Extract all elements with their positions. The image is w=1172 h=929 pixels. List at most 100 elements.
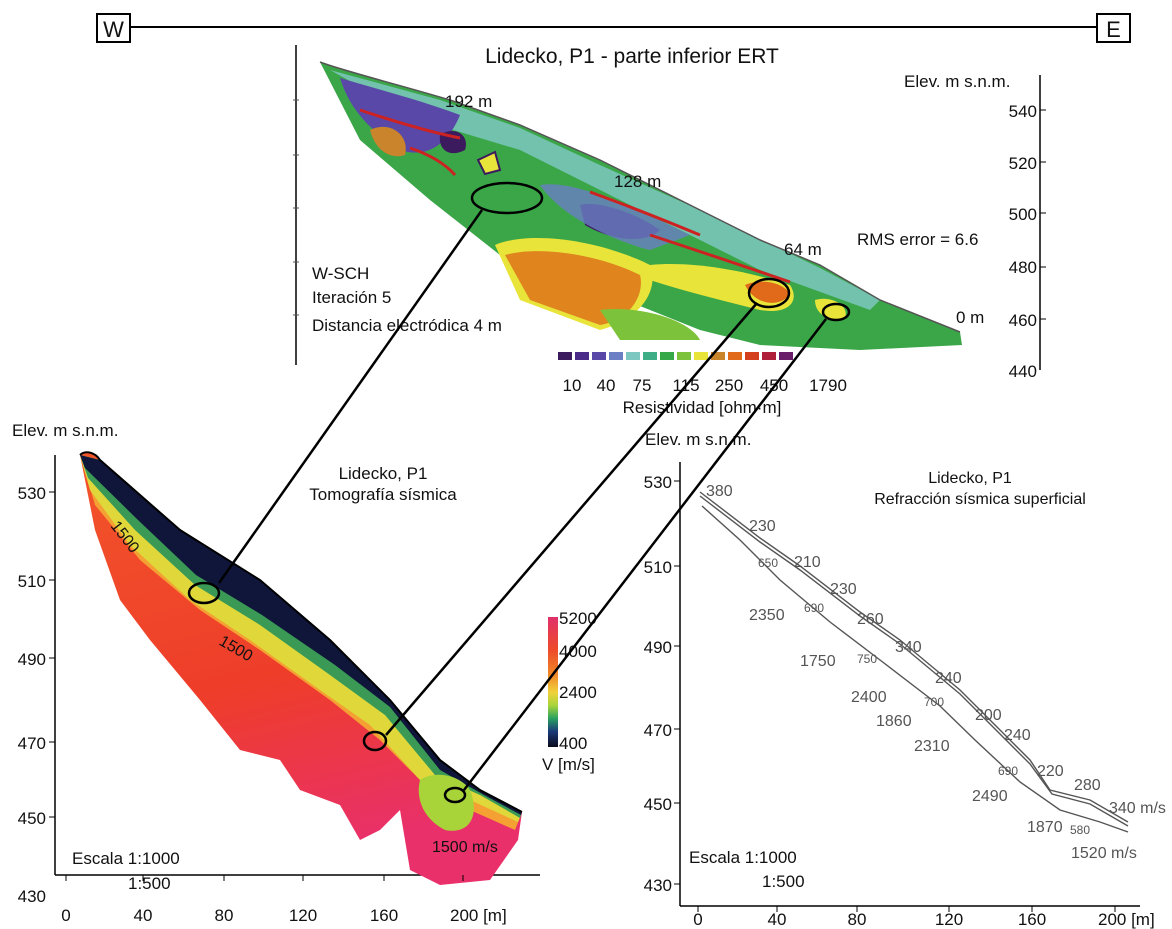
vel-bottom: 1870 xyxy=(1027,819,1063,836)
east-box xyxy=(1096,13,1131,43)
tomo-anomaly-ellipse xyxy=(362,730,388,752)
west-label: W xyxy=(103,17,124,42)
distance-128: 128 m xyxy=(614,172,661,191)
tomography-panel: Elev. m s.n.m. 1500 1500 1500 m/s Lideck… xyxy=(12,421,597,925)
vbar-value: 2400 xyxy=(559,683,597,702)
tomo-elev-label: Elev. m s.n.m. xyxy=(12,421,118,440)
tomo-anomaly-ellipse xyxy=(187,581,221,605)
tomo-contour-label: 1500 m/s xyxy=(432,839,498,856)
distance-64: 64 m xyxy=(784,240,822,259)
tomo-x-tick: 200 [m] xyxy=(450,906,507,925)
res-scale-value: 250 xyxy=(715,376,743,395)
refr-x-tick: 0 xyxy=(693,910,702,929)
tomo-x-tick: 80 xyxy=(215,906,234,925)
res-scale-value: 1790 xyxy=(809,376,847,395)
ert-panel: Lidecko, P1 - parte inferior ERT xyxy=(293,45,1046,417)
vel-bottom: 2310 xyxy=(914,738,950,755)
vel-bottom: 2350 xyxy=(749,607,785,624)
vbar-value: 400 xyxy=(559,734,587,753)
correlation-links xyxy=(187,181,851,804)
resistivity-swatch xyxy=(643,352,657,360)
refr-x-tick: 80 xyxy=(848,910,867,929)
vbar-value: 4000 xyxy=(559,642,597,661)
vel-top: 340 xyxy=(895,639,922,656)
tomo-scale-2: 1:500 xyxy=(128,874,171,893)
tomo-y-tick: 510 xyxy=(18,572,46,591)
ert-y-tick: 460 xyxy=(1009,311,1037,330)
distance-192: 192 m xyxy=(445,92,492,111)
ert-anomaly-ellipse xyxy=(821,302,851,322)
res-scale-value: 75 xyxy=(633,376,652,395)
vel-mid: 690 xyxy=(998,764,1018,778)
refr-y-tick: 430 xyxy=(644,876,672,895)
ert-y-tick: 440 xyxy=(1009,362,1037,381)
refraction-layers xyxy=(699,491,1129,833)
refr-scale: Escala 1:1000 xyxy=(689,848,797,867)
ert-y-tick: 520 xyxy=(1009,154,1037,173)
link-line xyxy=(463,318,827,791)
refr-subtitle: Refracción sísmica superficial xyxy=(874,491,1086,508)
tomography-section xyxy=(79,451,523,885)
vel-top: 220 xyxy=(1037,763,1064,780)
vel-top: 260 xyxy=(857,611,884,628)
refr-elev-label: Elev. m s.n.m. xyxy=(645,430,751,449)
resistivity-swatch xyxy=(694,352,708,360)
resistivity-swatch xyxy=(728,352,742,360)
vel-bottom: 1860 xyxy=(876,713,912,730)
refraction-panel: Elev. m s.n.m. 530 510 490 470 450 430 0… xyxy=(644,430,1166,929)
tomo-scale: Escala 1:1000 xyxy=(72,849,180,868)
vel-top: 380 xyxy=(706,483,733,500)
ert-section xyxy=(319,61,962,350)
vel-mid: 690 xyxy=(804,601,824,615)
res-scale-value: 40 xyxy=(597,376,616,395)
ert-method: W-SCH xyxy=(312,264,369,283)
resistivity-swatch xyxy=(558,352,572,360)
ert-y-tick: 500 xyxy=(1009,205,1037,224)
west-box xyxy=(96,13,131,43)
tomo-y-tick: 470 xyxy=(18,734,46,753)
res-scale-value: 10 xyxy=(563,376,582,395)
vel-mid: 700 xyxy=(924,695,944,709)
resistivity-swatch xyxy=(711,352,725,360)
vel-mid: 750 xyxy=(857,652,877,666)
tomo-x-tick: 160 xyxy=(370,906,398,925)
ert-electrode-spacing: Distancia electródica 4 m xyxy=(312,316,502,335)
refr-scale-2: 1:500 xyxy=(762,872,805,891)
vel-bottom: 1520 m/s xyxy=(1071,845,1137,862)
refr-y-tick: 450 xyxy=(644,795,672,814)
resistivity-swatch xyxy=(677,352,691,360)
resistivity-swatch xyxy=(626,352,640,360)
tomo-x-tick: 120 xyxy=(289,906,317,925)
resistivity-swatch xyxy=(745,352,759,360)
resistivity-swatch xyxy=(575,352,589,360)
tomo-y-tick: 450 xyxy=(18,809,46,828)
vel-top: 280 xyxy=(1074,777,1101,794)
vel-bottom: 2490 xyxy=(972,788,1008,805)
ert-anomaly-ellipse xyxy=(747,277,791,309)
tomo-y-tick: 530 xyxy=(18,484,46,503)
ert-anomaly-ellipse xyxy=(470,181,544,215)
refr-x-tick: 120 xyxy=(935,910,963,929)
refr-x-tick: 160 xyxy=(1018,910,1046,929)
refr-y-tick: 510 xyxy=(644,558,672,577)
vel-top: 230 xyxy=(830,581,857,598)
vbar-value: 5200 xyxy=(559,609,597,628)
resistivity-color-scale xyxy=(558,352,793,360)
resistivity-swatch xyxy=(660,352,674,360)
vel-top: 340 m/s xyxy=(1109,800,1166,817)
tomo-title: Lidecko, P1 xyxy=(339,464,428,483)
ert-elev-label: Elev. m s.n.m. xyxy=(904,72,1010,91)
rms-error: RMS error = 6.6 xyxy=(857,230,978,249)
vbar-label: V [m/s] xyxy=(542,755,595,774)
resistivity-swatch xyxy=(592,352,606,360)
orientation-bar: W E xyxy=(96,13,1131,43)
velocity-colorbar xyxy=(548,617,558,747)
refr-y-tick: 530 xyxy=(644,473,672,492)
vel-top: 240 xyxy=(1004,727,1031,744)
resistivity-swatch xyxy=(779,352,793,360)
refr-x-tick: 40 xyxy=(768,910,787,929)
tomo-y-tick: 430 xyxy=(18,887,46,906)
vel-bottom: 2400 xyxy=(851,689,887,706)
distance-0: 0 m xyxy=(956,308,984,327)
